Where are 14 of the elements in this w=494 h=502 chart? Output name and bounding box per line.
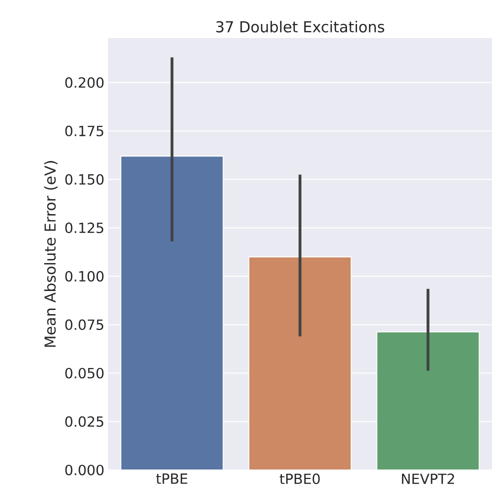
y-tick-label: 0.125: [65, 222, 104, 234]
x-tick-label: NEVPT2: [402, 474, 454, 484]
x-tick-label: tPBE0: [280, 474, 320, 484]
y-tick-label: 0.000: [65, 464, 104, 476]
y-tick-label: 0.200: [65, 77, 104, 88]
y-tick-label: 0.150: [65, 174, 104, 185]
chart-title: 37 Doublet Excitations: [216, 20, 384, 32]
y-tick-label: 0.050: [65, 368, 104, 378]
y-tick-label: 0.100: [65, 270, 104, 282]
y-tick-label: 0.075: [65, 319, 104, 330]
y-axis-title: Mean Absolute Error (eV): [44, 161, 58, 347]
y-tick-label: 0.025: [65, 416, 104, 427]
y-tick-label: 0.175: [65, 126, 104, 136]
x-tick-label: tPBE: [156, 474, 188, 484]
